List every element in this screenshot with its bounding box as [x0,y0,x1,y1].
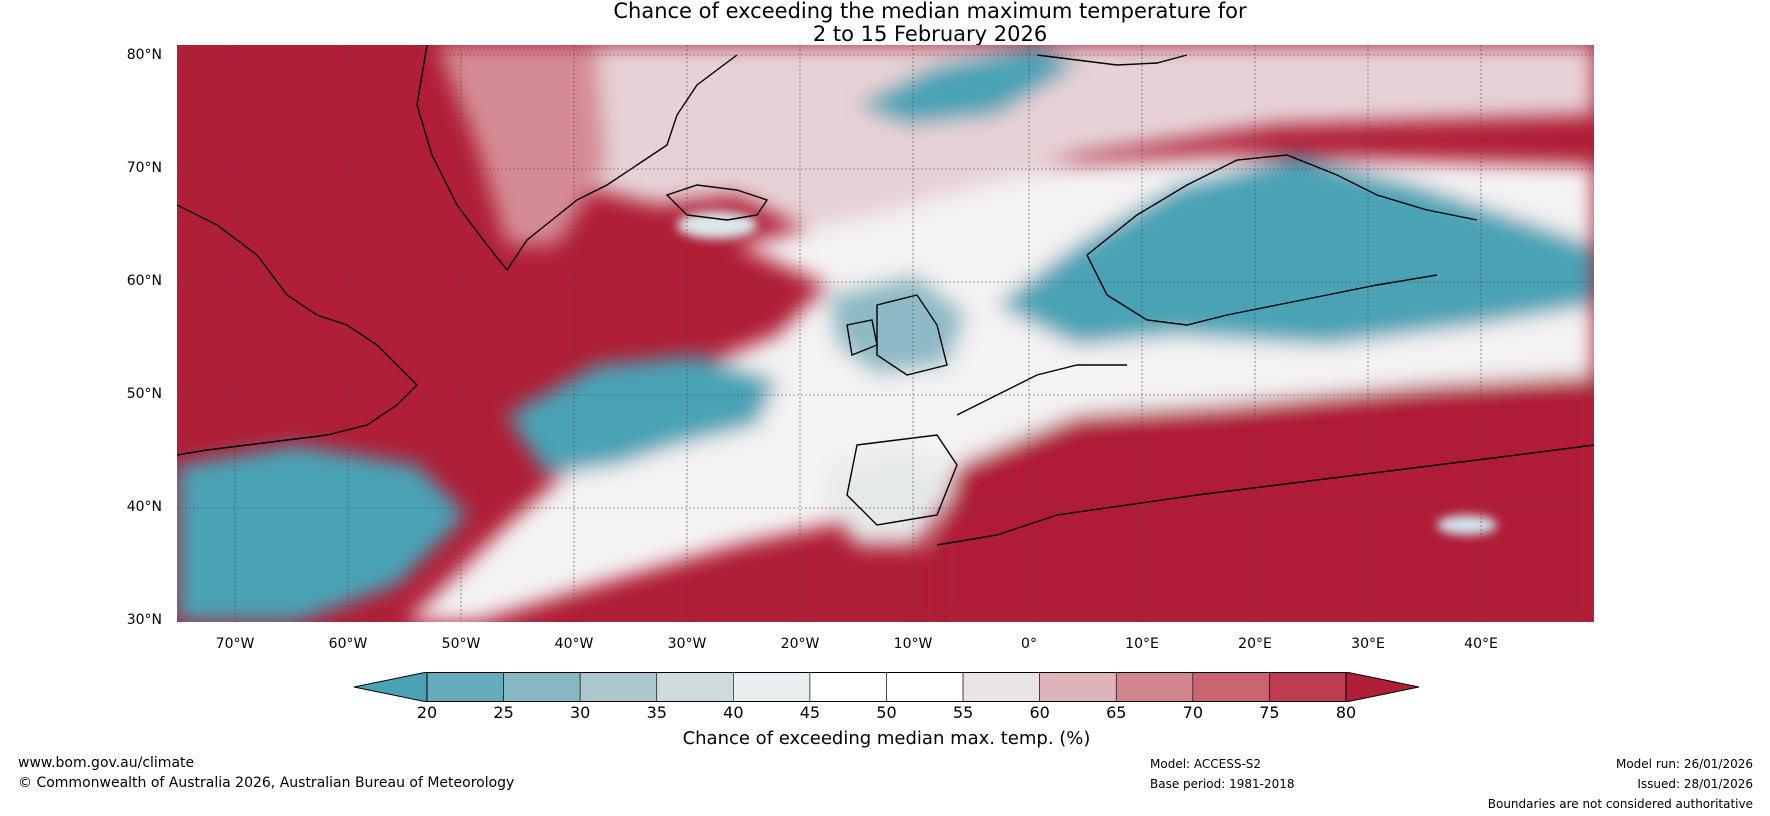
lon-label: 70°W [215,636,255,652]
lon-label: 60°W [328,636,368,652]
pale-zone-north [477,45,1594,235]
coastline-mediterranean [936,444,1594,546]
pale-patch-turkey [1437,515,1497,535]
lon-label: 10°E [1125,636,1159,652]
coastline-great-britain [876,294,948,376]
pale-zone-west [437,45,607,245]
lon-label: 50°W [441,636,481,652]
red-zone-mediterranean [937,375,1594,622]
coastline-iceland [665,184,769,221]
footer-issued: Issued: 28/01/2026 [1637,777,1753,791]
colorbar-segment [656,672,734,702]
colorbar-tick-label: 50 [876,703,897,722]
lon-label: 10°W [893,636,933,652]
coastline-norway [1086,154,1478,256]
lon-label: 30°W [667,636,707,652]
lon-label: 0° [1021,636,1037,652]
lat-label: 50°N [126,386,162,402]
blue-zone-atlantic [507,355,777,475]
colorbar-segment [886,672,964,702]
colorbar-segment [809,672,887,702]
colorbar-tick-label: 30 [569,703,591,722]
colorbar-tick-label: 80 [1335,703,1357,722]
lon-label: 20°W [780,636,820,652]
colorbar-tick-label: 35 [646,703,667,722]
lat-label: 70°N [126,160,162,176]
lon-label: 20°E [1238,636,1272,652]
colorbar-segment [1269,672,1347,702]
footer-disclaimer: Boundaries are not considered authoritat… [1487,797,1753,811]
colorbar-tick-label: 40 [723,703,744,722]
coastline-iberia-and-europe [846,364,1127,526]
lat-label: 60°N [126,273,162,289]
colorbar-segment [579,672,658,702]
title-line-1: Chance of exceeding the median maximum t… [613,0,1247,23]
colorbar-tick-label: 60 [1029,703,1050,722]
colorbar-label: Chance of exceeding median max. temp. (%… [682,728,1091,749]
colorbar-segment [1039,672,1117,702]
coastline-arctic [1036,54,1188,66]
footer-copyright: © Commonwealth of Australia 2026, Austra… [18,775,515,791]
colorbar-tick-label: 20 [416,703,438,722]
colorbar-tick-label: 45 [799,703,821,722]
colorbar [354,672,1419,702]
blue-zone-scandinavia [997,155,1594,345]
coastline-north-america [177,204,418,456]
coastlines [177,45,1594,546]
lon-label: 40°W [554,636,594,652]
chart-title: Chance of exceeding the median maximum t… [0,0,1770,46]
footer-base-period: Base period: 1981-2018 [1150,777,1295,791]
colorbar-tick-label: 75 [1259,703,1280,722]
lat-label: 80°N [126,47,162,63]
colorbar-segment [503,672,581,702]
map-canvas [177,45,1594,622]
colorbar-segment [962,672,1040,702]
blue-zone-arctic [857,45,1077,125]
colorbar-segment [1192,672,1270,702]
colorbar-arrow-low [354,672,428,702]
lat-label: 30°N [126,612,162,628]
probability-map [177,45,1594,622]
colorbar-segment [1115,672,1194,702]
pale-zone-iberia [827,445,957,545]
blue-zone-southwest [177,445,467,622]
graticule [177,45,1594,622]
colorbar-tick-label: 65 [1106,703,1127,722]
coastline-greenland [416,45,738,272]
coastline-scandinavia-south [1086,254,1438,326]
lon-label: 40°E [1464,636,1498,652]
colorbar-tick-label: 25 [493,703,514,722]
footer-model: Model: ACCESS-S2 [1150,757,1262,771]
lon-label: 30°E [1351,636,1385,652]
blue-zone-british-isles [827,275,967,375]
colorbar-segment [733,672,811,702]
lat-label: 40°N [126,499,162,515]
footer-model-run: Model run: 26/01/2026 [1615,757,1753,771]
colorbar-tick-label: 55 [952,703,974,722]
title-line-2: 2 to 15 February 2026 [812,22,1048,46]
coastline-ireland [846,319,878,356]
footer-website: www.bom.gov.au/climate [18,755,195,771]
colorbar-arrow-high [1345,672,1419,702]
colorbar-segment [426,672,504,702]
colorbar-outline [426,672,1347,702]
colorbar-tick-label: 70 [1182,703,1203,722]
